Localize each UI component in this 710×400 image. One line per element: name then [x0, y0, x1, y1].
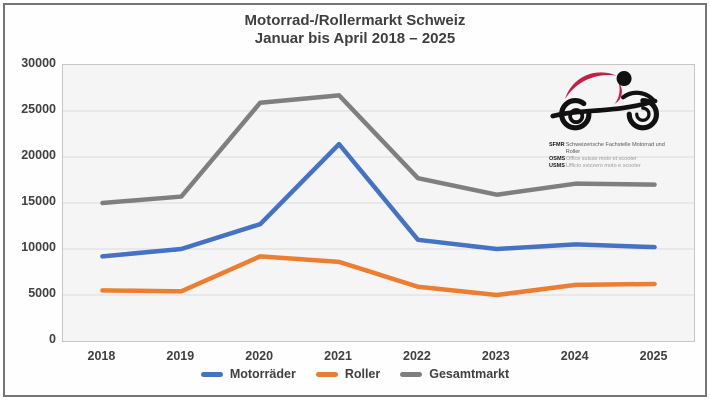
logo-caption-it: USMS Ufficio svizzero moto e scooter	[549, 163, 679, 170]
x-tick-label-2024: 2024	[560, 349, 589, 363]
logo-abbr-osms: OSMS	[549, 156, 566, 162]
legend-marker	[315, 371, 338, 377]
legend-marker	[200, 371, 223, 377]
legend-marker	[400, 371, 423, 377]
y-tick-label: 30000	[21, 56, 56, 70]
y-tick-label: 25000	[21, 102, 56, 116]
legend-label: Motorräder	[229, 367, 296, 381]
motorcycle-logo-icon	[550, 71, 660, 131]
chart-title-line1: Motorrad-/Rollermarkt Schweiz	[244, 12, 466, 29]
legend: Motorräder Roller Gesamtmarkt	[0, 367, 710, 381]
x-tick-label-2022: 2022	[403, 349, 431, 363]
legend-label: Roller	[344, 367, 381, 381]
legend-item-roller: Roller	[315, 367, 381, 381]
chart-title-line2: Januar bis April 2018 – 2025	[254, 30, 456, 47]
logo-abbr-sfmr: SFMR	[549, 142, 565, 148]
logo-caption-de: SFMR Schweizerische Fachstelle Motorrad …	[549, 142, 679, 156]
x-tick-label-2019: 2019	[166, 349, 195, 363]
logo-text-de: Schweizerische Fachstelle Motorrad und R…	[565, 142, 665, 155]
logo-text-fr: Office suisse moto et scooter	[566, 156, 637, 162]
y-tick-label: 0	[49, 332, 56, 346]
sfmr-logo: SFMR Schweizerische Fachstelle Motorrad …	[549, 69, 679, 170]
logo-captions: SFMR Schweizerische Fachstelle Motorrad …	[549, 142, 679, 170]
y-tick-label: 5000	[28, 286, 56, 300]
series-line-motorräder	[100, 141, 657, 259]
chart-title: Motorrad-/Rollermarkt Schweiz Januar bis…	[0, 12, 710, 48]
x-tick-label-2020: 2020	[245, 349, 274, 363]
y-tick-label: 15000	[21, 194, 56, 208]
y-tick-label: 10000	[21, 240, 56, 254]
legend-item-motorräder: Motorräder	[200, 367, 296, 381]
series-line-gesamtmarkt	[100, 93, 657, 206]
logo-caption-fr: OSMS Office suisse moto et scooter	[549, 156, 679, 163]
y-tick-label: 20000	[21, 148, 56, 162]
x-tick-label-2021: 2021	[324, 349, 352, 363]
legend-item-gesamtmarkt: Gesamtmarkt	[400, 367, 509, 381]
logo-abbr-usms: USMS	[549, 163, 565, 169]
x-tick-label-2023: 2023	[481, 349, 510, 363]
legend-label: Gesamtmarkt	[429, 367, 510, 381]
series-line-roller	[100, 254, 657, 298]
x-tick-label-2018: 2018	[87, 349, 116, 363]
x-tick-label-2025: 2025	[639, 349, 668, 363]
logo-text-it: Ufficio svizzero moto e scooter	[566, 163, 641, 169]
